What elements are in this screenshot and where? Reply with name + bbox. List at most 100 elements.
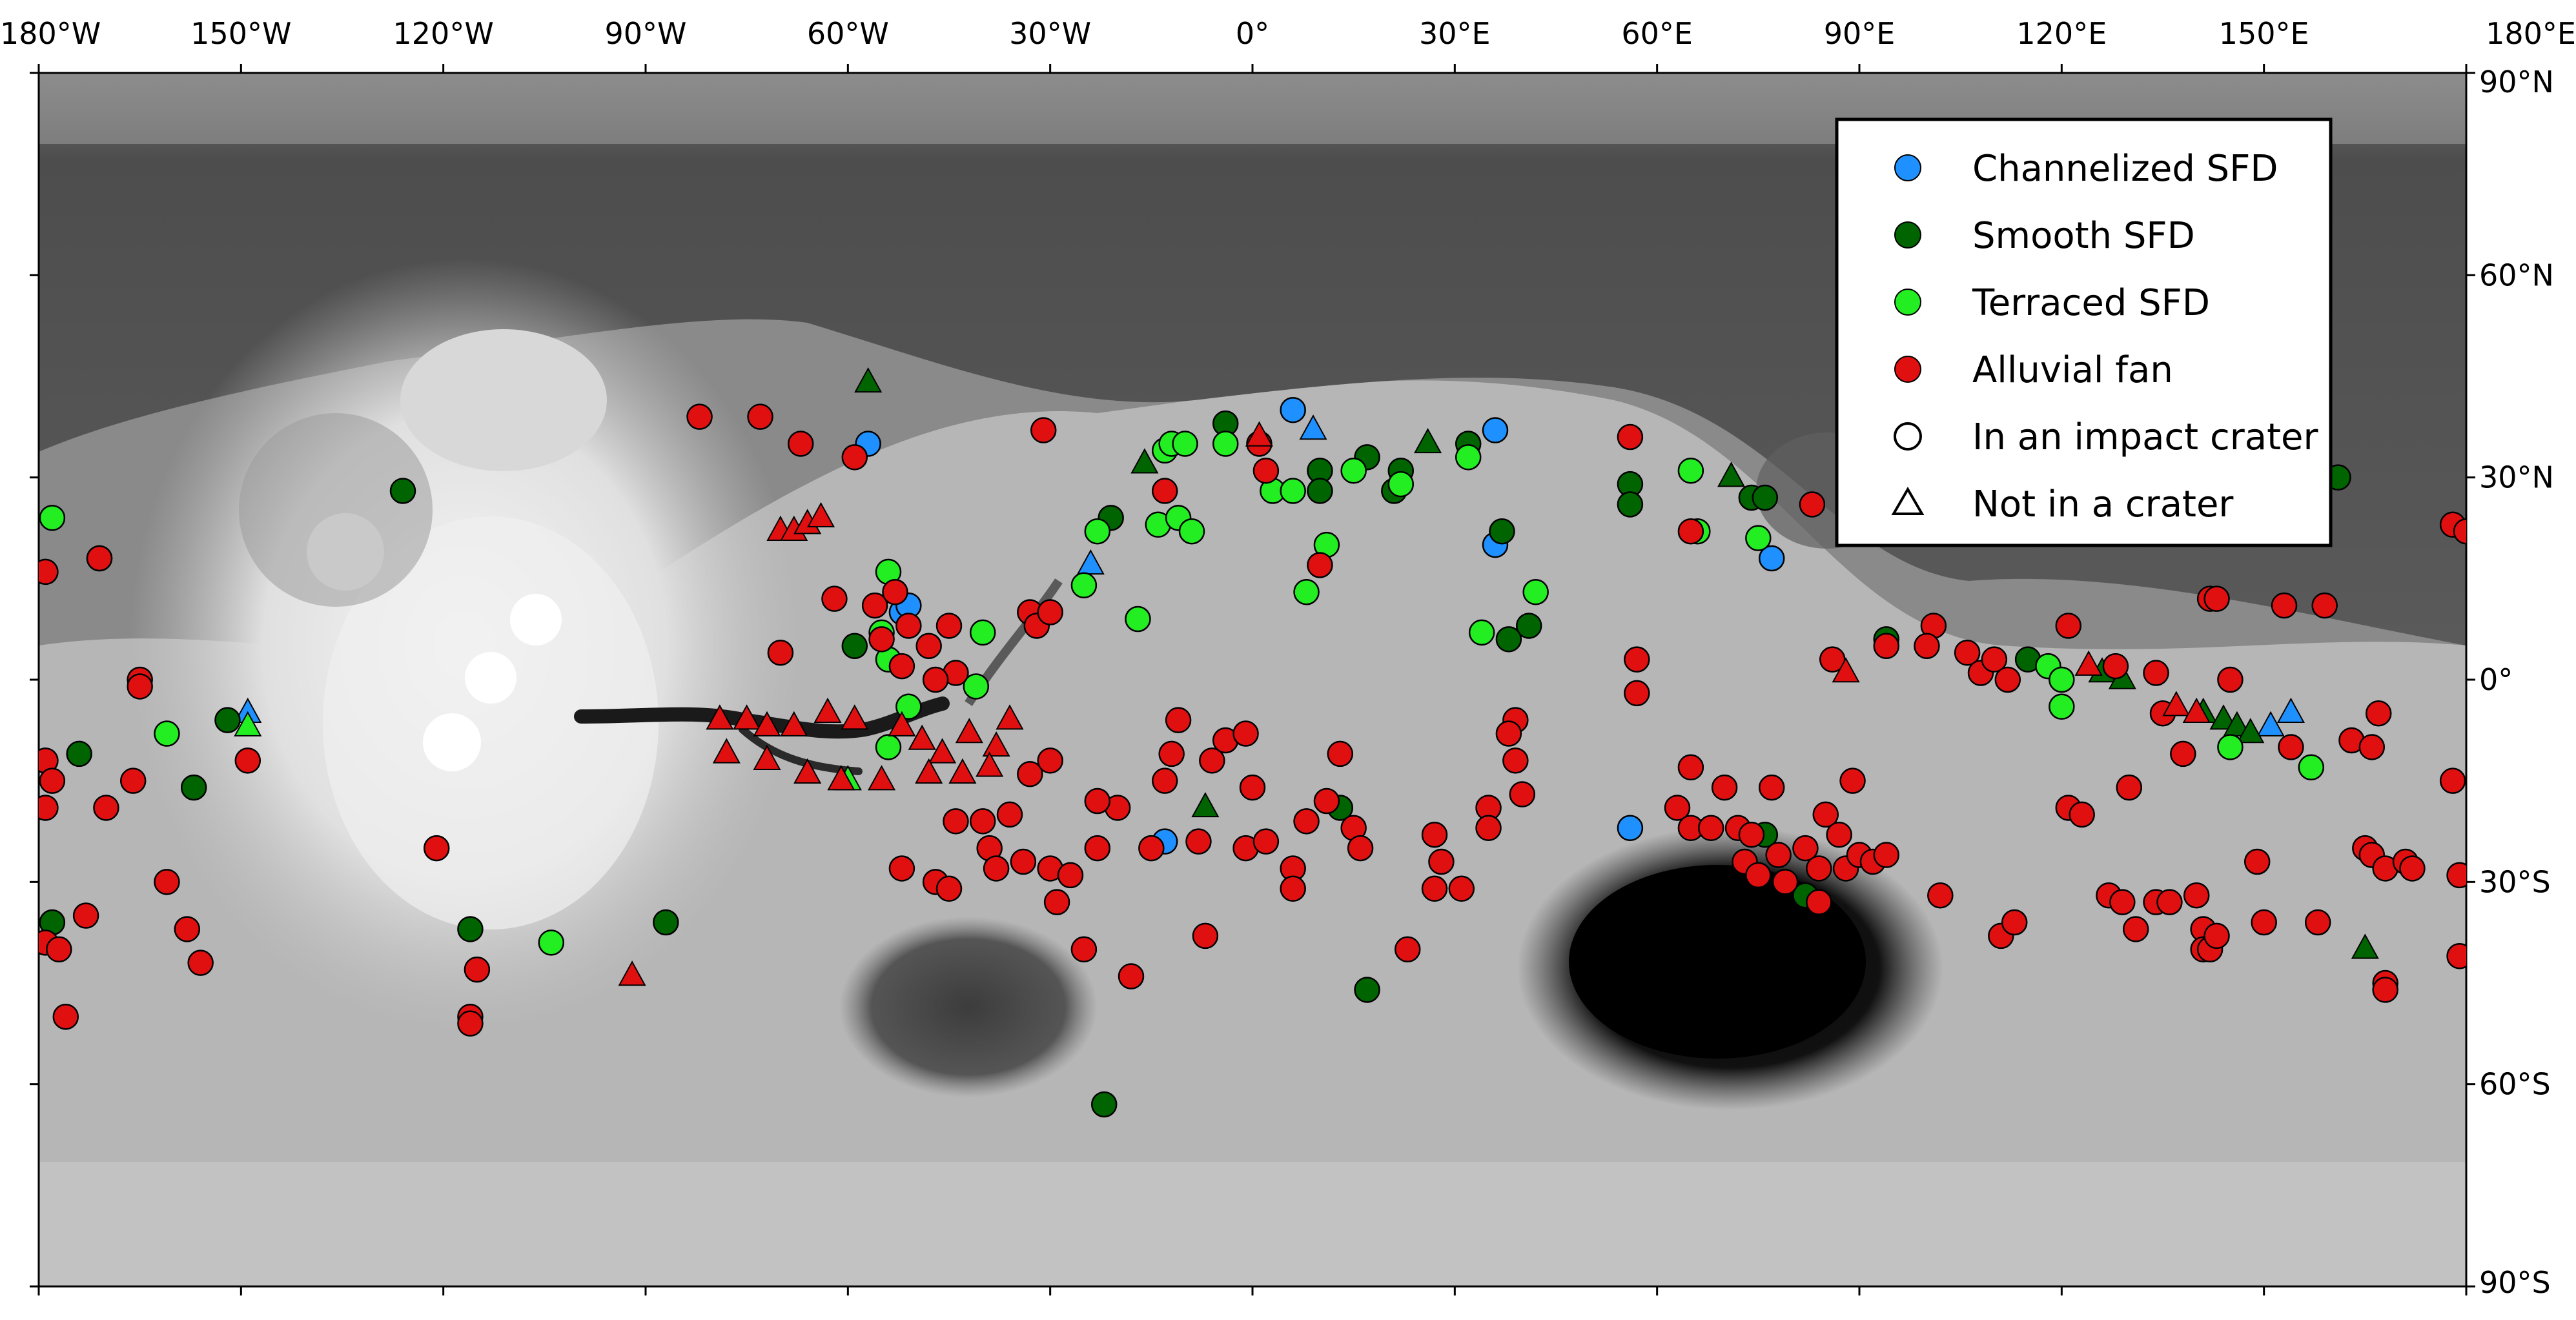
crater-point [154, 720, 180, 747]
crater-point [1017, 760, 1043, 787]
crater-point [996, 801, 1023, 828]
crater-point [935, 875, 963, 902]
crater-point [1192, 922, 1219, 949]
crater-point [861, 592, 888, 619]
crater-point [1307, 478, 1333, 504]
crater-point [1070, 936, 1098, 963]
crater-point [1772, 869, 1799, 895]
tharsis-core [323, 516, 659, 929]
crater-point [457, 916, 484, 942]
y-tick-label: 60°N [2479, 258, 2554, 292]
crater-point [52, 1003, 79, 1030]
crater-point [1806, 889, 1832, 915]
crater-point [1617, 815, 1644, 842]
legend-symbol [1894, 221, 1921, 249]
crater-point [2358, 734, 2386, 760]
crater-point [1070, 572, 1098, 599]
crater-point [1340, 457, 1367, 484]
crater-point [1738, 821, 1765, 848]
y-tick-label: 90°S [2479, 1265, 2551, 1300]
crater-point [1327, 740, 1354, 767]
crater-point [1697, 815, 1724, 842]
crater-point [1252, 828, 1280, 855]
crater-point [1010, 848, 1037, 875]
argyre-basin [839, 917, 1098, 1097]
crater-point [1421, 875, 1448, 902]
crater-point [1232, 720, 1259, 747]
crater-point [2069, 801, 2095, 828]
legend-label: Not in a crater [1972, 483, 2234, 525]
x-tick-label: 150°W [190, 16, 291, 51]
crater-point [174, 916, 201, 942]
x-tick-label: 60°W [807, 16, 889, 51]
crater-point [1280, 875, 1306, 902]
crater-point [1037, 747, 1063, 774]
crater-point [1745, 525, 1772, 551]
crater-point [154, 869, 180, 895]
crater-point [1084, 787, 1111, 815]
crater-point [1489, 518, 1515, 545]
non-crater-point [753, 711, 781, 736]
crater-point [39, 558, 59, 585]
non-crater-point [955, 718, 983, 744]
crater-point [1212, 431, 1239, 457]
crater-point [787, 431, 814, 457]
non-crater-point [2223, 711, 2251, 736]
crater-point [1677, 518, 1704, 545]
legend-box [1835, 117, 2333, 547]
crater-point [187, 949, 214, 976]
non-crater-point [2209, 704, 2238, 730]
crater-point [2251, 909, 2277, 936]
non-crater-point [2162, 691, 2191, 716]
crater-point [1509, 781, 1536, 807]
crater-point [888, 653, 915, 680]
non-crater-point [1832, 657, 1860, 683]
x-tick-label: 60°E [1621, 16, 1693, 51]
crater-point [1495, 720, 1522, 747]
crater-point [1873, 842, 1900, 868]
crater-point [1448, 875, 1475, 902]
crater-point [1043, 889, 1070, 915]
crater-point [1758, 545, 1785, 572]
x-tick-label: 120°W [393, 16, 494, 51]
crater-point [1165, 707, 1192, 733]
legend-label: In an impact crater [1972, 416, 2318, 458]
crater-point [653, 909, 679, 936]
non-crater-point [1414, 427, 1442, 454]
crater-point [1347, 835, 1374, 862]
x-tick-label: 0° [1236, 16, 1269, 51]
crater-point [841, 633, 868, 660]
non-crater-point [1076, 549, 1105, 575]
crater-point [2156, 889, 2183, 915]
non-crater-point [234, 711, 262, 736]
crater-point [2439, 767, 2466, 794]
crater-point [888, 855, 915, 882]
legend-symbol [1894, 422, 1922, 451]
non-crater-point [1245, 421, 1273, 447]
crater-point [1158, 740, 1185, 767]
crater-point [1125, 605, 1151, 633]
non-crater-point [996, 704, 1024, 730]
y-tick-label: 0° [2479, 662, 2513, 697]
crater-point [868, 626, 895, 653]
non-crater-point [753, 744, 781, 771]
non-crater-point [976, 751, 1004, 777]
crater-point [1178, 518, 1205, 545]
series-channelized-sfd [234, 396, 2305, 855]
crater-point [1502, 747, 1529, 774]
non-crater-point [2074, 650, 2103, 676]
crater-point [1624, 680, 1650, 707]
tharsis-montes-1 [510, 594, 562, 645]
legend: Channelized SFD Smooth SFD Terraced SFD All… [1835, 117, 2333, 547]
non-crater-point [854, 367, 883, 393]
crater-point [1839, 767, 1866, 794]
non-crater-point [1717, 462, 1746, 487]
crater-point [39, 505, 66, 531]
legend-symbol [1891, 487, 1925, 515]
crater-point [1455, 444, 1482, 471]
crater-point [46, 936, 72, 963]
crater-point [1468, 619, 1495, 646]
x-tick-label: 180°E [2486, 16, 2576, 51]
x-tick-label: 90°W [604, 16, 686, 51]
crater-point [1617, 423, 1644, 451]
